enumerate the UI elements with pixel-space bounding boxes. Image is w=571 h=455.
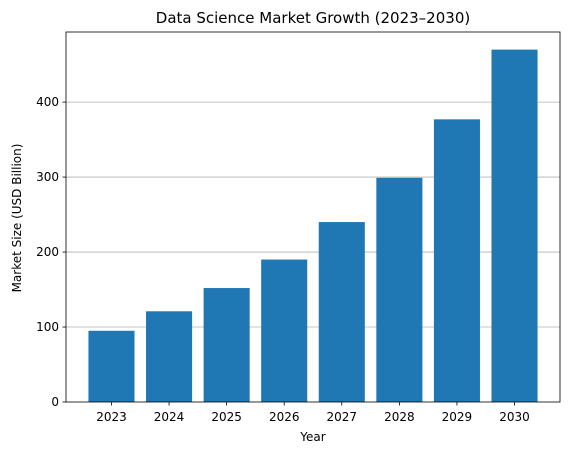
- x-axis-label: Year: [299, 430, 325, 444]
- chart-title: Data Science Market Growth (2023–2030): [156, 9, 470, 27]
- plot-frame: [65, 31, 561, 403]
- y-tick-label-200: 200: [36, 245, 59, 259]
- bar-2025: [203, 288, 250, 402]
- x-tick-label-2023: 2023: [96, 410, 127, 424]
- x-tick-label-2028: 2028: [384, 410, 415, 424]
- bar-2024: [146, 311, 193, 402]
- y-tick-label-0: 0: [51, 395, 59, 409]
- bar-2023: [88, 330, 135, 402]
- x-tick-label-2025: 2025: [211, 410, 242, 424]
- x-ticks: 2023 2024 2025 2026 2027 2028 2029 2030: [96, 402, 530, 424]
- y-tick-label-300: 300: [36, 170, 59, 184]
- gridlines: [66, 101, 560, 328]
- bar-2026: [261, 259, 308, 402]
- x-tick-label-2026: 2026: [269, 410, 300, 424]
- y-tick-label-400: 400: [36, 95, 59, 109]
- y-axis-label: Market Size (USD Billion): [10, 144, 24, 293]
- bars: [88, 49, 538, 402]
- bar-2029: [433, 119, 480, 402]
- x-tick-label-2029: 2029: [442, 410, 473, 424]
- bar-2027: [318, 222, 365, 402]
- bar-2028: [376, 177, 423, 402]
- x-tick-label-2030: 2030: [499, 410, 530, 424]
- y-tick-label-100: 100: [36, 320, 59, 334]
- y-ticks: 0 100 200 300 400: [36, 95, 66, 409]
- x-tick-label-2027: 2027: [327, 410, 358, 424]
- x-tick-label-2024: 2024: [154, 410, 185, 424]
- bar-2030: [491, 49, 538, 402]
- axes: [65, 31, 561, 403]
